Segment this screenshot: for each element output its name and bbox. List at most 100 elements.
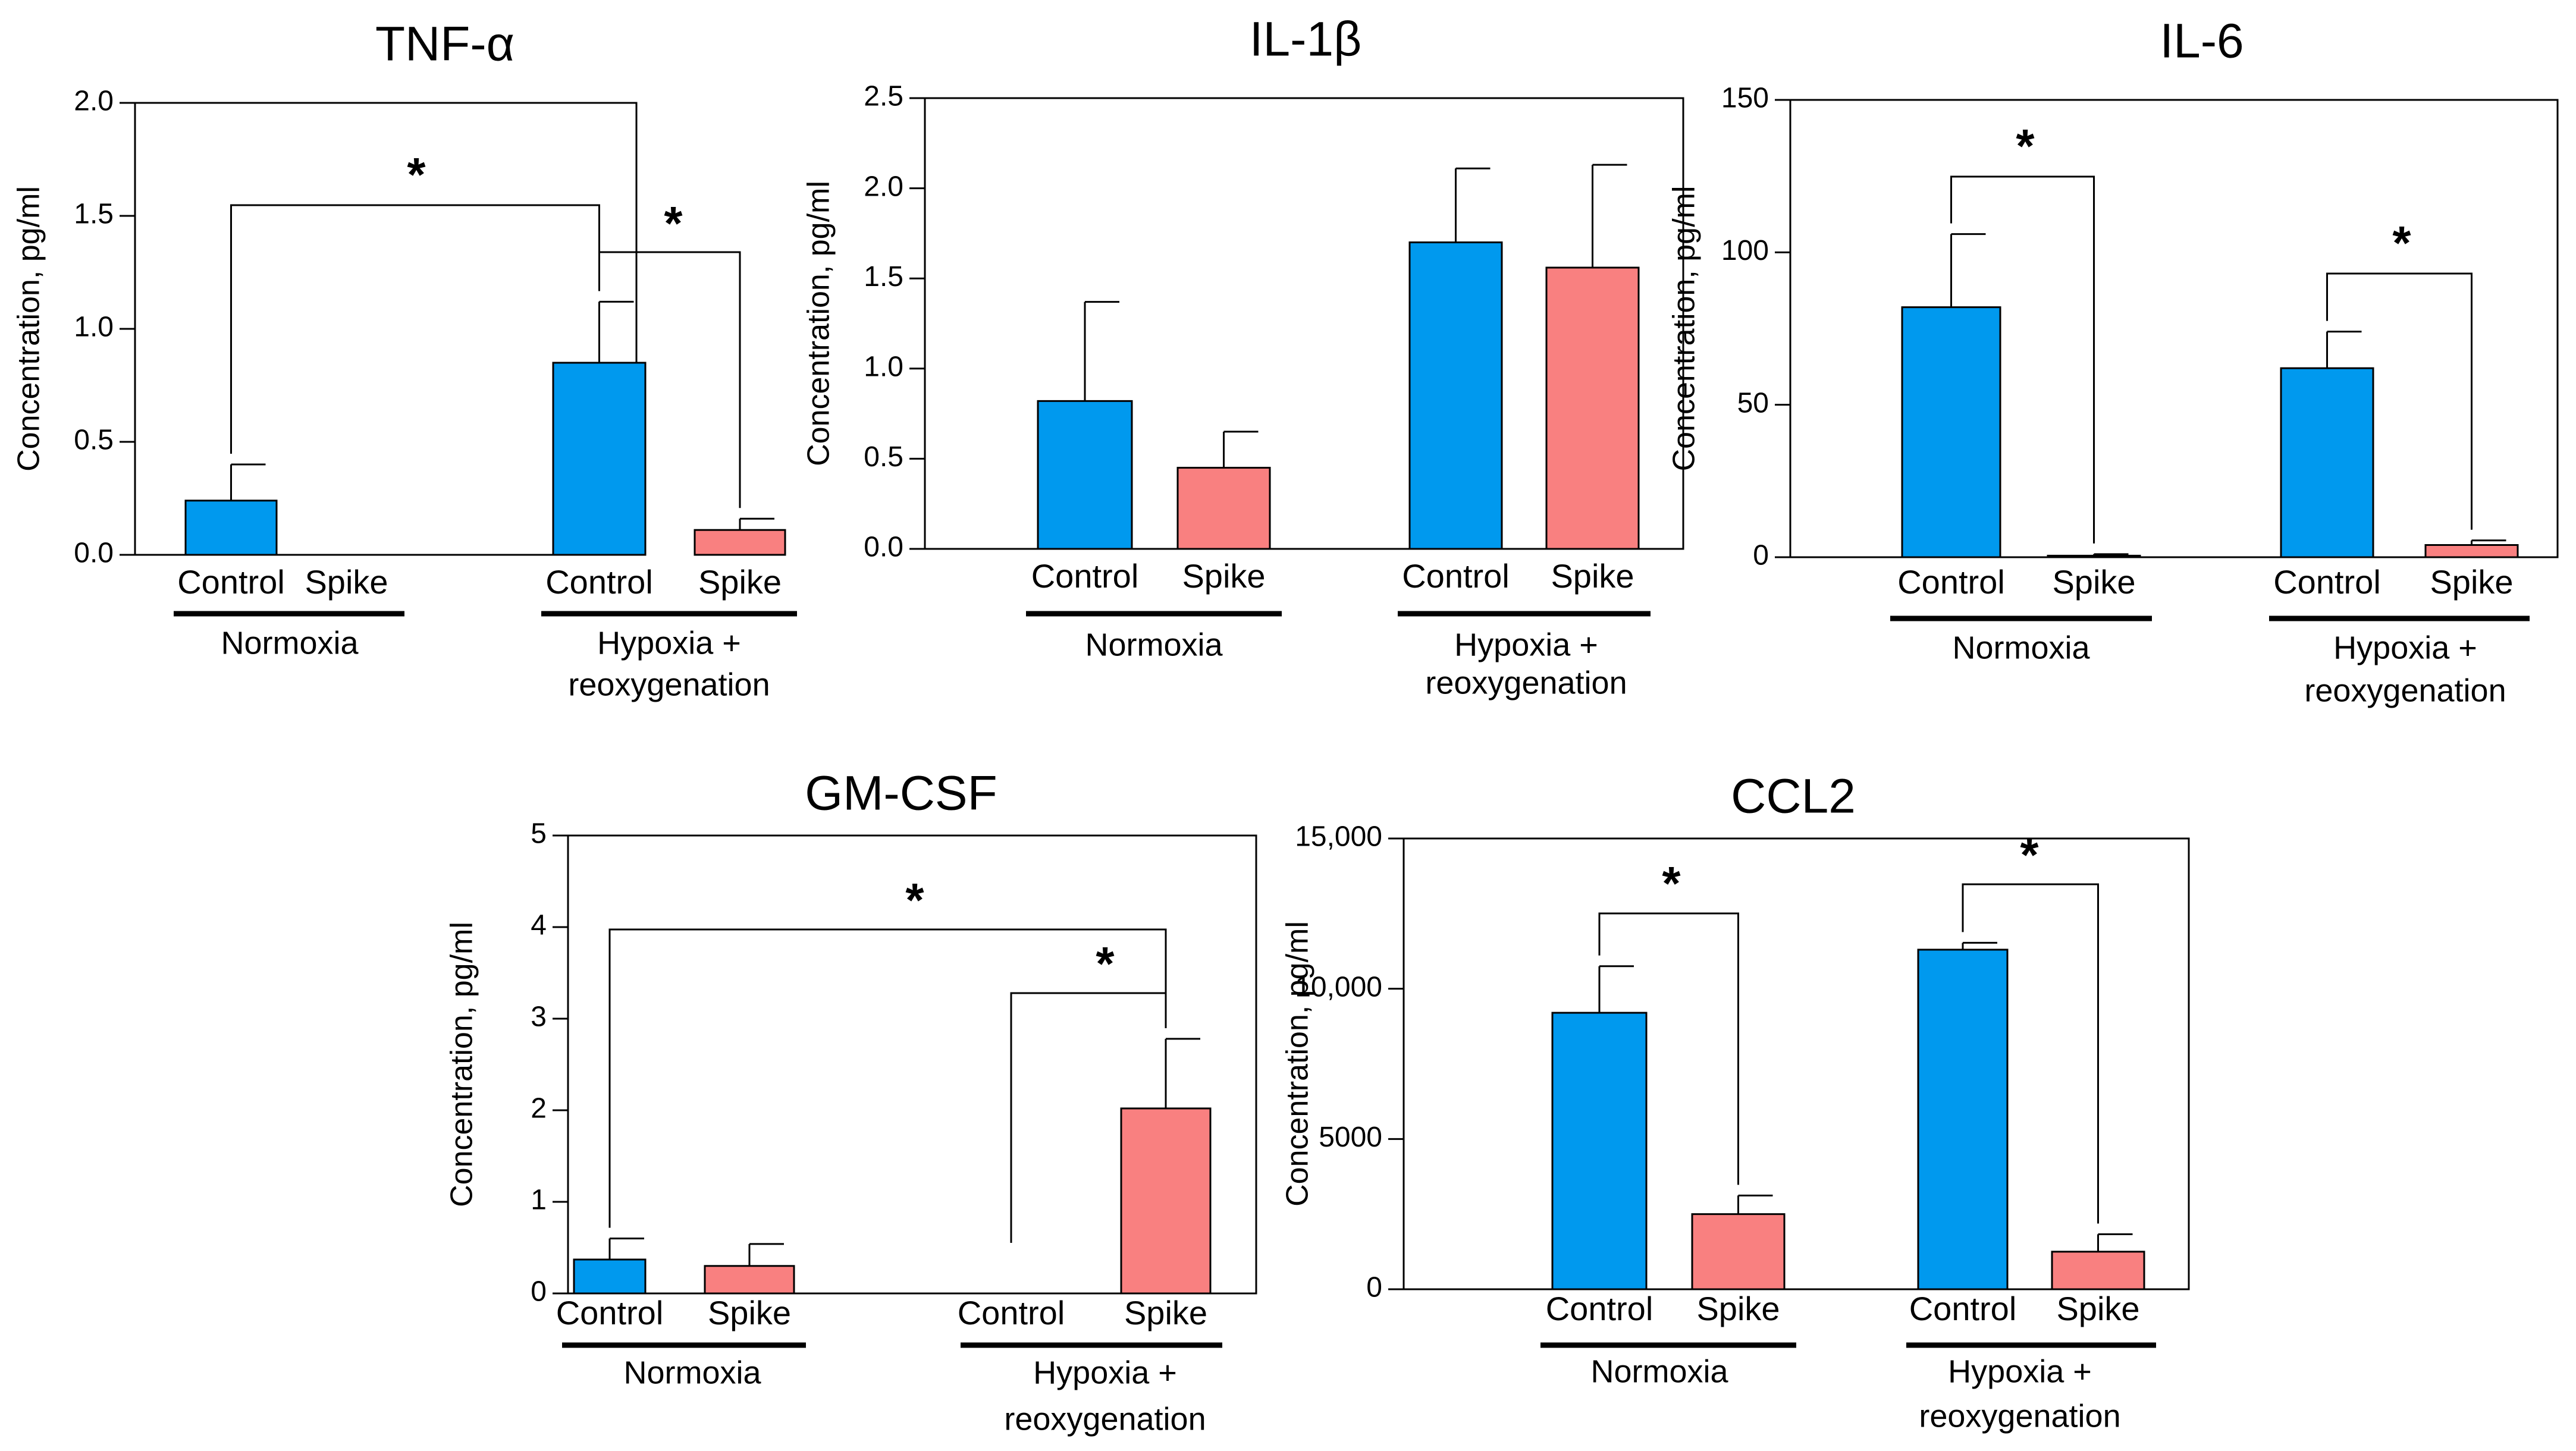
y-axis-label: Concentration, pg/ml [1667, 186, 1702, 472]
y-axis-label: Concentration, pg/ml [445, 922, 479, 1207]
plot-frame [567, 834, 1257, 1295]
y-axis-label: Concentration, pg/ml [1281, 921, 1315, 1207]
bar [184, 500, 278, 556]
bar [704, 1265, 795, 1295]
y-axis-label: Concentration, pg/ml [12, 186, 46, 472]
chart-title: IL-6 [2160, 14, 2244, 68]
chart-title: TNF-α [375, 17, 514, 71]
category-label-control: Control [2273, 563, 2381, 601]
group-label-normoxia: Normoxia [1085, 627, 1223, 662]
y-tick-label: 2.0 [74, 86, 114, 117]
category-label-control: Control [1546, 1290, 1653, 1327]
significance-bracket [608, 928, 1167, 1228]
category-label-spike: Spike [708, 1294, 791, 1331]
chart-title: CCL2 [1731, 770, 1856, 824]
chart-panel: IL-6 0 50 100 150 Concentration, pg/ml Control… [1667, 14, 2559, 708]
y-tick-label: 1.5 [864, 261, 903, 293]
y-tick-label: 150 [1721, 83, 1769, 114]
bar [552, 362, 647, 556]
bar [573, 1258, 647, 1295]
group-label-hypoxia: Hypoxia + [1454, 627, 1598, 662]
significance-star: * [1096, 937, 1115, 990]
category-label-control: Control [177, 563, 285, 601]
category-label-spike: Spike [305, 563, 388, 601]
y-tick-label: 0.5 [864, 441, 903, 473]
chart-title: IL-1β [1250, 12, 1361, 67]
category-label-spike: Spike [1124, 1294, 1207, 1331]
group-label-normoxia: Normoxia [1952, 630, 2090, 665]
chart-title: GM-CSF [805, 767, 997, 821]
category-label-spike: Spike [1551, 557, 1634, 595]
chart-panel: TNF-α 0.0 0.5 1.0 1.5 2.0 Concentration, pg/ml… [12, 17, 797, 702]
bar [1901, 306, 2001, 558]
group-label-normoxia: Normoxia [623, 1355, 761, 1390]
category-label-control: Control [1909, 1290, 2017, 1327]
significance-star: * [407, 148, 426, 201]
y-tick-label: 1 [531, 1185, 547, 1216]
category-label-spike: Spike [2056, 1290, 2139, 1327]
y-tick-label: 50 [1737, 387, 1769, 419]
y-tick-label: 5 [531, 818, 547, 850]
bar [2047, 554, 2141, 558]
category-label-spike: Spike [2430, 563, 2513, 601]
y-axis-label: Concentration, pg/ml [802, 181, 836, 466]
y-tick-label: 5000 [1319, 1122, 1382, 1153]
significance-star: * [905, 874, 924, 926]
chart-panel: CCL2 0 5000 10,000 15,000 Concentration, pg/m… [1281, 770, 2190, 1434]
y-tick-label: 2 [531, 1093, 547, 1125]
y-tick-label: 2.0 [864, 171, 903, 202]
y-tick-label: 0.0 [864, 532, 903, 563]
significance-bracket [1962, 883, 2099, 1224]
category-label-control: Control [556, 1294, 664, 1331]
bar [2424, 544, 2519, 558]
y-tick-label: 15,000 [1295, 821, 1382, 853]
y-tick-label: 10,000 [1295, 971, 1382, 1003]
y-tick-label: 0 [1366, 1272, 1382, 1304]
category-label-control: Control [545, 563, 653, 601]
category-label-spike: Spike [698, 563, 782, 601]
chart-panel: GM-CSF 0 1 2 3 4 5 Concentration, pg/ml Control S… [445, 767, 1257, 1437]
bar [2051, 1251, 2145, 1290]
significance-star: * [664, 197, 683, 250]
category-label-control: Control [1402, 557, 1510, 595]
significance-star: * [2020, 828, 2039, 881]
plot-frame [924, 97, 1684, 550]
group-label-normoxia: Normoxia [221, 625, 359, 661]
significance-bracket [1598, 912, 1739, 1185]
group-label-normoxia: Normoxia [1590, 1353, 1728, 1389]
group-label-reoxygenation: reoxygenation [1919, 1398, 2120, 1434]
bar [1545, 266, 1640, 550]
y-tick-label: 1.0 [864, 351, 903, 382]
y-tick-label: 4 [531, 910, 547, 941]
significance-bracket [1010, 992, 1167, 1243]
plot-frame [1789, 99, 2559, 558]
category-label-spike: Spike [1182, 557, 1265, 595]
significance-bracket [1950, 175, 2095, 544]
category-label-control: Control [958, 1294, 1065, 1331]
category-label-spike: Spike [2052, 563, 2135, 601]
y-tick-label: 0.0 [74, 538, 114, 569]
significance-star: * [2016, 120, 2035, 172]
y-tick-label: 0.5 [74, 425, 114, 456]
group-label-hypoxia: Hypoxia + [2333, 630, 2477, 665]
significance-bracket [230, 204, 600, 454]
y-tick-label: 100 [1721, 235, 1769, 266]
bar [1037, 400, 1133, 550]
plot-frame [1402, 837, 2190, 1290]
group-label-hypoxia: Hypoxia + [597, 625, 741, 661]
group-label-reoxygenation: reoxygenation [1004, 1401, 1206, 1437]
group-label-reoxygenation: reoxygenation [1425, 665, 1627, 701]
bar [1551, 1012, 1648, 1290]
group-label-reoxygenation: reoxygenation [568, 667, 770, 702]
bar [2280, 367, 2374, 558]
bar [1691, 1213, 1786, 1290]
category-label-control: Control [1031, 557, 1139, 595]
significance-bracket [2326, 272, 2473, 530]
y-tick-label: 2.5 [864, 81, 903, 112]
bar [1917, 949, 2009, 1290]
y-tick-label: 3 [531, 1001, 547, 1033]
y-tick-label: 1.0 [74, 312, 114, 343]
bar [694, 529, 786, 556]
bar [1120, 1107, 1212, 1295]
